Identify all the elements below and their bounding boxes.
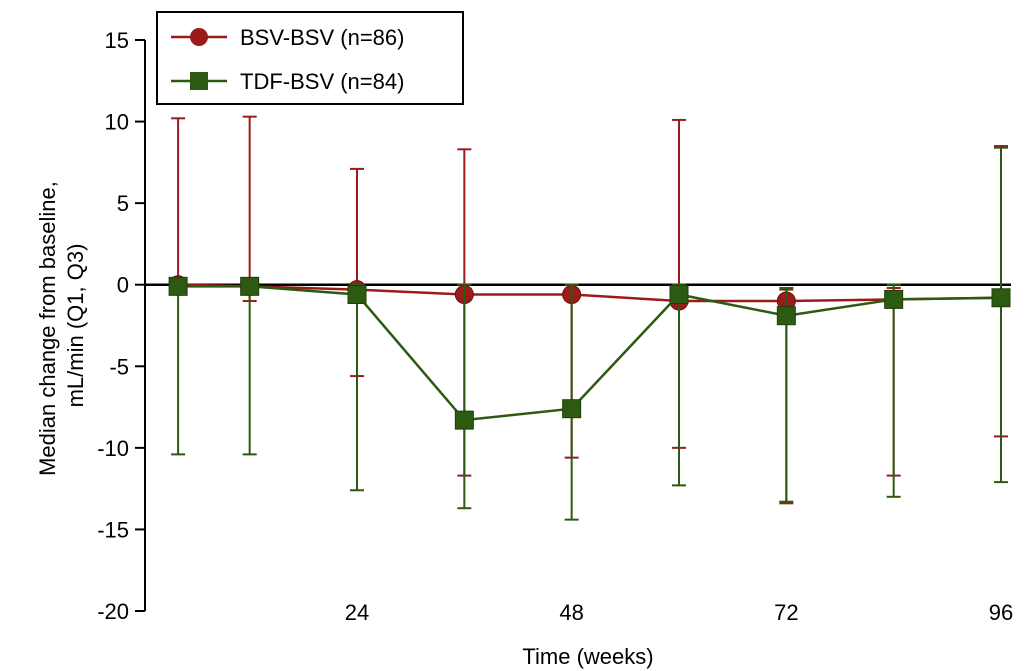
x-tick-label: 72: [774, 600, 798, 625]
data-point: [884, 289, 904, 309]
legend-label: TDF-BSV (n=84): [240, 69, 404, 94]
y-axis-title-line-1: Median change from baseline,: [35, 181, 60, 476]
x-axis-title: Time (weeks): [522, 644, 653, 669]
data-point: [669, 285, 689, 305]
legend-marker: [190, 28, 208, 46]
y-tick-label: -20: [97, 599, 129, 624]
y-tick-label: 5: [117, 191, 129, 216]
axes: 15 10 5 0 -5 -10 -15 -20 24 48 72 96: [97, 28, 1013, 625]
y-tick-label: -10: [97, 436, 129, 461]
y-tick-label: 0: [117, 273, 129, 298]
data-point: [240, 276, 260, 296]
y-axis-title: Median change from baseline, mL/min (Q1,…: [35, 175, 88, 476]
data-point: [347, 285, 367, 305]
legend: BSV-BSV (n=86) TDF-BSV (n=84): [156, 11, 464, 105]
series-2: [168, 146, 1011, 521]
y-tick-label: 15: [105, 28, 129, 53]
series-line: [178, 283, 1002, 303]
series-line: [178, 285, 1002, 422]
y-axis-title-line-2: mL/min (Q1, Q3): [63, 244, 88, 408]
y-tick-label: -5: [109, 354, 129, 379]
data-point: [168, 276, 188, 296]
y-tick-label: -15: [97, 517, 129, 542]
series-1: [168, 115, 1011, 505]
x-tick-label: 96: [989, 600, 1013, 625]
legend-label: BSV-BSV (n=86): [240, 25, 404, 50]
data-point: [454, 410, 474, 430]
x-tick-label: 24: [345, 600, 369, 625]
x-tick-label: 48: [559, 600, 583, 625]
series-layer: [168, 115, 1011, 521]
data-point: [991, 288, 1011, 308]
data-point: [776, 306, 796, 326]
legend-marker: [190, 72, 208, 90]
y-tick-label: 10: [105, 110, 129, 135]
data-point: [562, 399, 582, 419]
